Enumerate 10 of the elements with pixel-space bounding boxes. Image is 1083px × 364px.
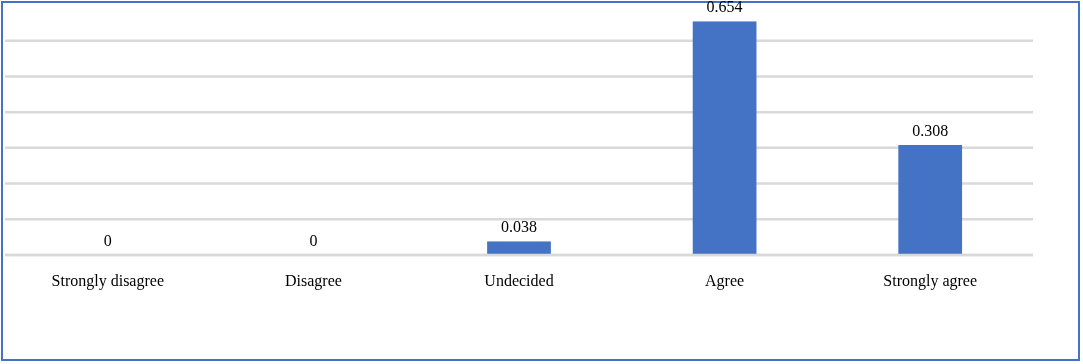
x-tick-label: Agree	[705, 272, 745, 290]
data-label: 0.308	[912, 122, 949, 139]
data-label: 0.654	[706, 0, 743, 16]
x-tick-label: Strongly agree	[883, 272, 978, 290]
x-tick-label: Undecided	[484, 272, 554, 289]
x-tick-label: Disagree	[284, 272, 342, 290]
data-label: 0	[103, 232, 112, 249]
data-label: 0	[309, 232, 318, 249]
x-tick-label: Strongly disagree	[51, 272, 165, 290]
data-label: 0.038	[501, 218, 537, 236]
